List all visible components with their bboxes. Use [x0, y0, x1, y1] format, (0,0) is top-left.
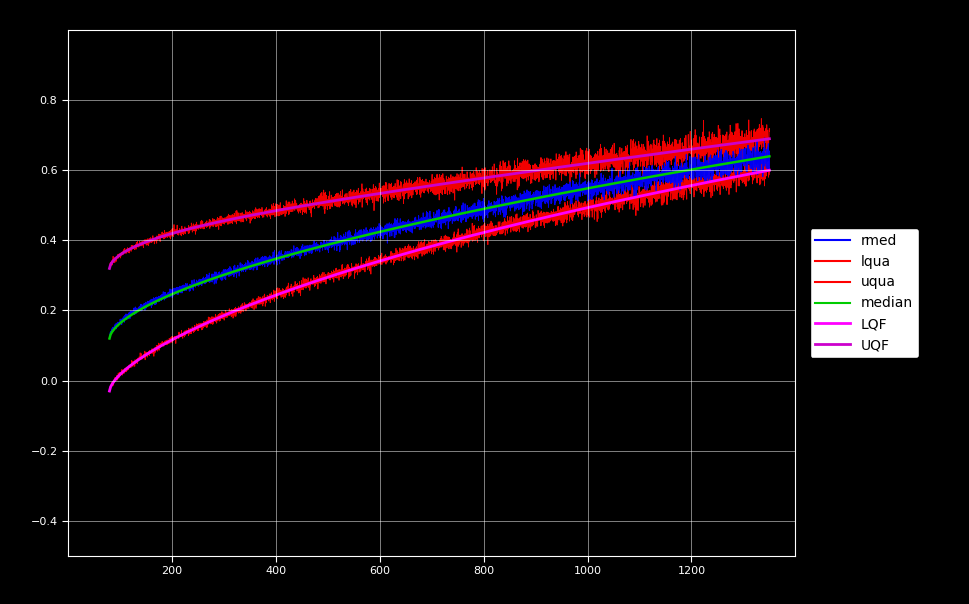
Legend: rmed, lqua, uqua, median, LQF, UQF: rmed, lqua, uqua, median, LQF, UQF — [809, 228, 918, 358]
